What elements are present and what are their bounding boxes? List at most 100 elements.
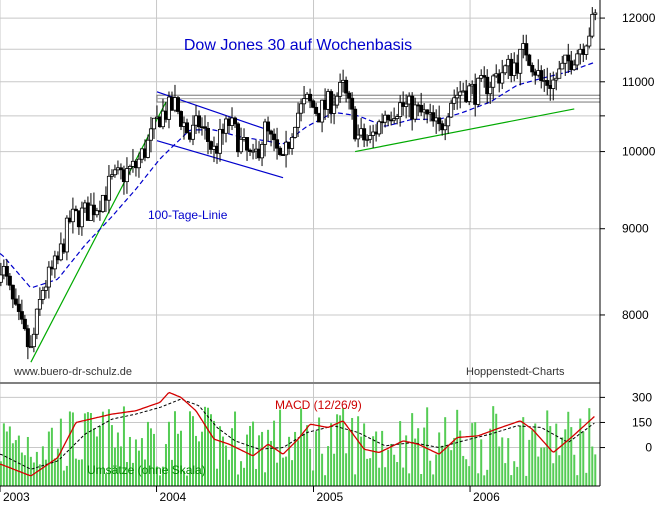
price-candles: [0, 7, 598, 360]
volume-bar: [438, 432, 441, 486]
moving-average-layer: [0, 61, 595, 288]
volume-bar: [107, 409, 110, 486]
volume-bar: [285, 456, 288, 486]
candle-body: [527, 54, 532, 66]
candle-body: [398, 102, 403, 118]
volume-bar: [390, 443, 393, 486]
source-right-label: Hoppenstedt-Charts: [466, 366, 565, 378]
volume-bar: [495, 413, 498, 486]
volume-bar: [98, 426, 101, 486]
volume-bar: [375, 431, 378, 486]
volume-bar: [306, 425, 309, 486]
candle-body: [419, 104, 424, 113]
candle-body: [566, 54, 571, 62]
volume-bar: [131, 462, 134, 486]
volume-bar: [14, 440, 17, 486]
candle-body: [404, 103, 409, 107]
candle-body: [314, 106, 319, 114]
candle-body: [377, 121, 382, 135]
volume-bar: [143, 459, 146, 486]
candle-body: [584, 45, 589, 55]
volume-bar: [246, 434, 249, 486]
volume-bar: [47, 431, 50, 486]
volume-bar: [149, 428, 152, 486]
y-tick-label: 9000: [622, 222, 649, 236]
candle-body: [458, 91, 463, 96]
volume-bar: [50, 427, 53, 486]
candle-body: [239, 138, 244, 153]
candle-body: [40, 290, 45, 300]
volume-bar: [182, 470, 185, 486]
candle-body: [278, 147, 283, 155]
volume-bar: [204, 406, 207, 486]
candle-body: [455, 94, 460, 99]
candle-body: [443, 125, 448, 131]
volume-bar: [507, 438, 510, 486]
volume-bar: [441, 445, 444, 486]
volume-bar: [185, 475, 188, 486]
candle-body: [299, 103, 304, 114]
candle-body: [64, 217, 69, 253]
candle-body: [94, 210, 99, 216]
volume-bar: [525, 475, 528, 486]
candle-body: [545, 80, 550, 86]
volume-bar: [80, 459, 83, 486]
volume-bar: [552, 463, 555, 486]
candle-body: [52, 255, 57, 270]
candle-body: [91, 204, 96, 216]
volume-bar: [456, 409, 459, 486]
volume-bar: [237, 474, 240, 486]
volume-bar: [20, 452, 23, 486]
volume-bar: [333, 453, 336, 486]
x-tick-label: 2004: [160, 490, 187, 504]
volume-bar: [576, 475, 579, 486]
volume-bar: [549, 426, 552, 486]
volume-bar: [119, 446, 122, 486]
candle-body: [19, 311, 24, 320]
candle-body: [368, 135, 373, 140]
volume-bar: [104, 473, 107, 486]
volume-bar: [23, 455, 26, 486]
volume-bar: [167, 421, 170, 486]
volume-bar: [282, 457, 285, 486]
candle-body: [16, 303, 21, 312]
volume-bar: [519, 425, 522, 486]
volume-bar: [38, 464, 41, 486]
volume-bar: [459, 430, 462, 486]
volume-bar: [420, 474, 423, 486]
candle-body: [365, 138, 370, 141]
volume-bar: [26, 436, 29, 486]
volume-bar: [137, 450, 140, 486]
candle-body: [43, 286, 48, 291]
candle-body: [25, 328, 30, 348]
volume-bar: [240, 461, 243, 486]
candle-body: [124, 168, 129, 183]
candle-body: [338, 82, 343, 97]
volume-bar: [453, 437, 456, 486]
volume-bar: [210, 414, 213, 486]
macd-y-tick-label: 0: [645, 441, 652, 455]
volume-bar: [579, 418, 582, 486]
candle-body: [425, 109, 430, 115]
trendline-1: [30, 101, 167, 363]
candle-body: [353, 108, 358, 140]
volume-bar: [297, 440, 300, 486]
volume-bar: [140, 438, 143, 486]
volume-bar: [537, 456, 540, 486]
candle-body: [190, 124, 195, 140]
candle-body: [392, 118, 397, 121]
volume-bar: [447, 446, 450, 486]
volume-bar: [528, 439, 531, 486]
volume-bar: [408, 473, 411, 486]
volume-bar: [222, 436, 225, 486]
candle-body: [175, 97, 180, 112]
candle-body: [296, 112, 301, 128]
volume-bar: [543, 447, 546, 486]
volume-bar: [444, 417, 447, 486]
candle-body: [245, 137, 250, 151]
candle-body: [290, 136, 295, 149]
volume-bar: [480, 439, 483, 486]
candle-body: [275, 139, 280, 149]
candle-body: [251, 150, 256, 153]
volume-bar: [432, 474, 435, 486]
